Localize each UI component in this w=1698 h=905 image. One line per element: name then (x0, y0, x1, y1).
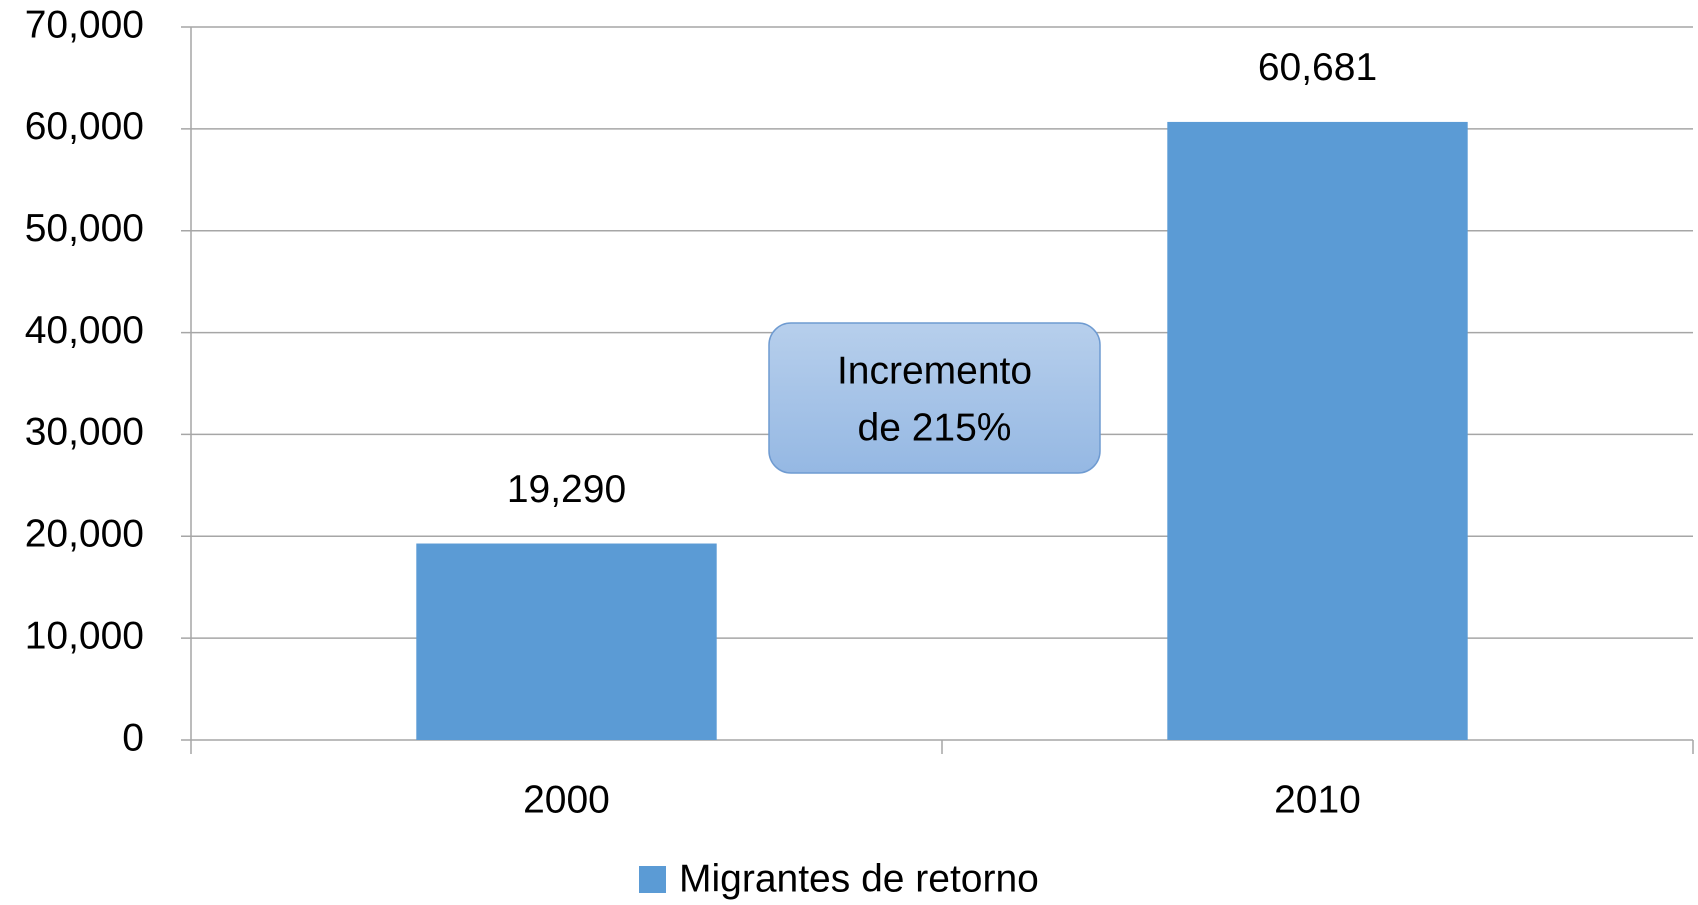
y-tick-label: 30,000 (25, 411, 144, 454)
data-label: 60,681 (1258, 46, 1377, 89)
x-tick-label: 2000 (523, 778, 610, 821)
data-label: 19,290 (507, 468, 626, 511)
y-tick-label: 50,000 (25, 207, 144, 250)
y-tick-label: 70,000 (25, 3, 144, 46)
x-tick-label: 2010 (1274, 778, 1361, 821)
annotation-box (768, 322, 1101, 474)
legend-label: Migrantes de retorno (679, 857, 1039, 900)
y-tick-label: 10,000 (25, 614, 144, 657)
annotation-text: de 215% (858, 406, 1012, 449)
y-tick-label: 40,000 (25, 309, 144, 352)
y-tick-label: 60,000 (25, 105, 144, 148)
legend-swatch (639, 866, 666, 893)
y-tick-label: 0 (122, 716, 144, 759)
y-tick-label: 20,000 (25, 513, 144, 556)
bar (1167, 121, 1468, 741)
bar (416, 543, 717, 740)
annotation-text: Incremento (837, 349, 1032, 392)
